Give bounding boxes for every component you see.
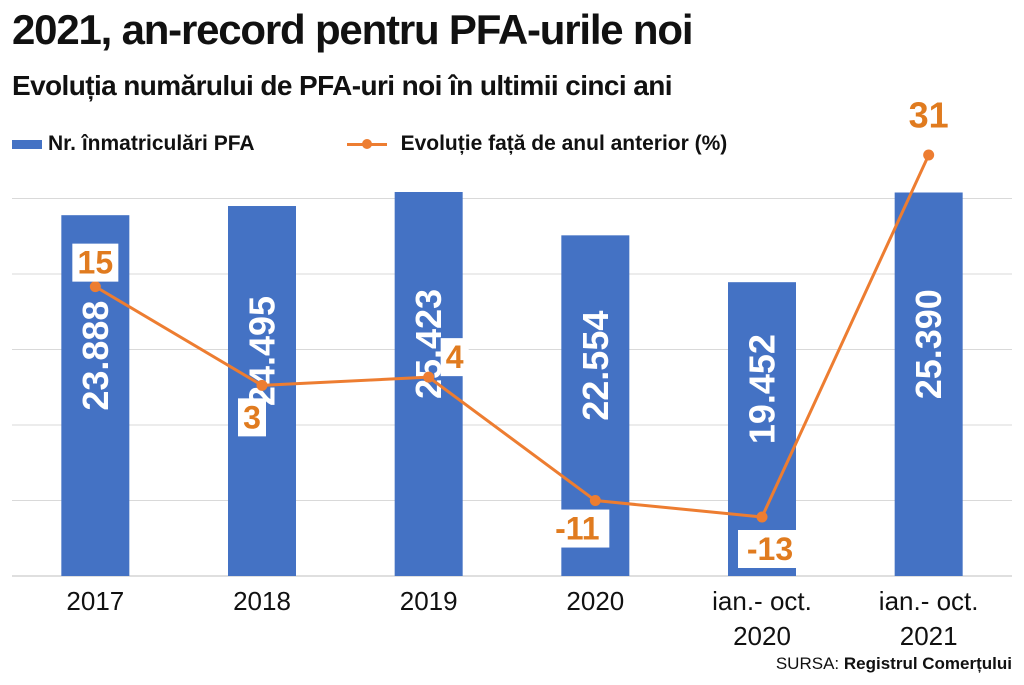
x-tick-label: 2020	[566, 586, 624, 616]
legend-item-bars: Nr. înmatriculări PFA	[12, 132, 255, 156]
line-value-label: -11	[555, 511, 599, 547]
bar-value-label: 23.888	[75, 301, 116, 411]
x-tick-label: ian.- oct.	[712, 586, 812, 616]
source-prefix: SURSA:	[775, 654, 840, 673]
line-point	[423, 371, 435, 383]
bar-value-label: 19.452	[742, 334, 783, 444]
legend: Nr. înmatriculări PFA Evoluție față de a…	[12, 126, 727, 162]
line-label-box	[238, 398, 266, 437]
line-point	[89, 281, 101, 293]
line-value-label: 4	[446, 339, 464, 375]
line-label-box	[72, 243, 119, 282]
line-label-box	[738, 530, 802, 568]
source-name: Registrul Comerțului	[843, 654, 1012, 673]
line-value-label: 31	[909, 95, 949, 136]
chart-subtitle: Evoluția numărului de PFA-uri noi în ult…	[12, 70, 672, 101]
bar	[394, 192, 463, 576]
x-tick-label: 2017	[66, 586, 124, 616]
bar	[228, 206, 296, 576]
x-tick-label: 2018	[233, 586, 291, 616]
x-tick-label: 2019	[400, 586, 458, 616]
line-point	[256, 379, 268, 391]
x-tick-label: 2021	[900, 621, 958, 651]
legend-label-bars: Nr. înmatriculări PFA	[48, 132, 255, 155]
line-value-label: 15	[78, 245, 114, 281]
x-tick-label: 2020	[733, 621, 791, 651]
bar-value-label: 25.390	[908, 289, 949, 399]
source-note: SURSA: Registrul Comerțului	[776, 654, 1012, 674]
bar	[894, 192, 963, 576]
line-value-label: -13	[747, 531, 793, 567]
x-tick-label: ian.- oct.	[879, 586, 979, 616]
line-series	[94, 154, 931, 519]
legend-bar-swatch	[12, 139, 42, 149]
bar	[728, 282, 796, 576]
line-label-box	[440, 338, 469, 377]
line-point	[589, 495, 601, 507]
chart-title: 2021, an-record pentru PFA-urile noi	[12, 6, 693, 53]
legend-label-line: Evoluție față de anul anterior (%)	[400, 132, 728, 155]
line-label-box	[545, 509, 610, 548]
line-point	[756, 511, 768, 523]
legend-line-swatch	[346, 138, 387, 149]
bar-value-label: 22.554	[575, 311, 616, 421]
line-point	[923, 149, 935, 161]
line-value-label: 3	[243, 399, 261, 435]
legend-item-line: Evoluție față de anul anterior (%)	[346, 132, 728, 156]
